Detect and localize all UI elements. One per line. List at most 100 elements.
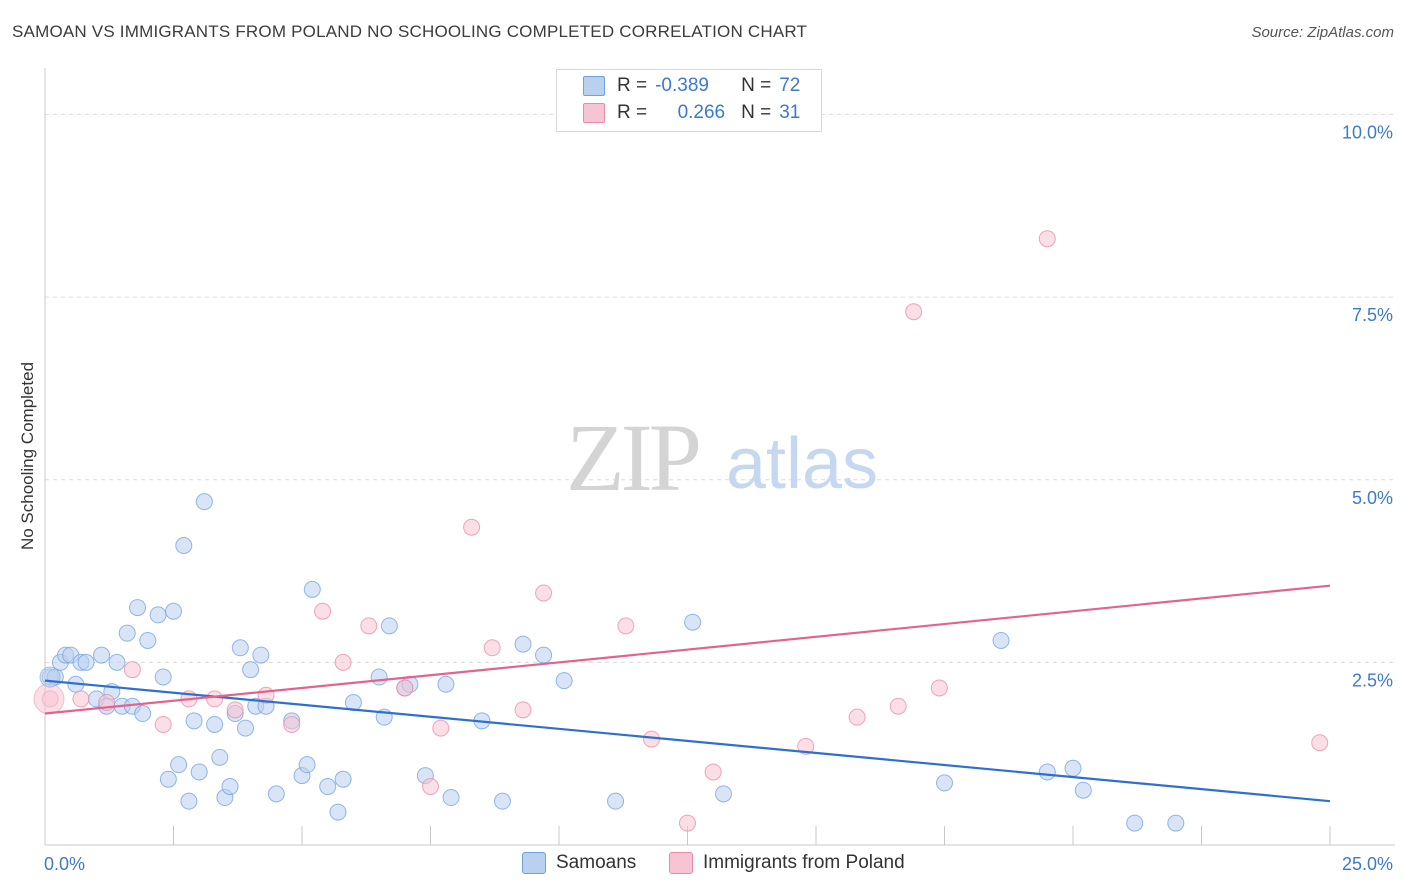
samoans-point: [165, 602, 182, 620]
samoans-point: [514, 635, 532, 653]
tick-labels: 2.5% 5.0% 7.5% 10.0% 0.0% 25.0%: [44, 123, 1393, 874]
samoans-point: [221, 778, 239, 796]
legend-item-samoans[interactable]: Samoans: [522, 852, 636, 874]
poland-trend-line: [44, 584, 1331, 715]
samoans-point: [175, 537, 193, 555]
samoans-point: [190, 763, 208, 781]
poland-point: [1038, 230, 1056, 248]
n-value: 31: [779, 102, 801, 123]
n-label: N =: [741, 75, 772, 96]
samoans-point: [252, 646, 270, 664]
poland-point: [283, 715, 301, 733]
samoans-point: [77, 653, 95, 671]
samoans-point: [170, 756, 188, 774]
x-tick-label: 0.0%: [44, 854, 85, 874]
samoans-point: [231, 639, 249, 657]
stats-legend: R = -0.389 N = 72 R = 0.266 N = 31: [556, 69, 822, 132]
samoans-point: [108, 653, 126, 671]
samoans-point: [1064, 759, 1082, 777]
samoans-point: [149, 606, 167, 624]
samoans-point: [535, 646, 553, 664]
samoans-point: [159, 770, 177, 788]
samoans-point: [180, 792, 198, 810]
legend-label-poland: Immigrants from Poland: [703, 852, 905, 873]
poland-point: [206, 690, 224, 708]
samoans-point: [442, 789, 460, 807]
poland-point: [930, 679, 948, 697]
stats-row-samoans: R = -0.389 N = 72: [583, 74, 800, 98]
samoans-point: [118, 624, 136, 642]
poland-point: [848, 708, 866, 726]
samoans-point: [607, 792, 625, 810]
samoans-point: [154, 668, 172, 686]
r-value: -0.389: [655, 75, 709, 96]
poland-swatch-icon: [583, 103, 605, 123]
poland-point: [535, 584, 553, 602]
axes: [44, 68, 1395, 846]
y-tick-label: 5.0%: [1352, 488, 1393, 508]
watermark: ZIP atlas: [566, 404, 878, 511]
poland-point: [360, 617, 378, 635]
poland-point: [154, 715, 172, 733]
samoans-point: [555, 672, 573, 690]
samoans-point: [185, 712, 203, 730]
poland-point: [889, 697, 907, 715]
samoans-point: [93, 646, 111, 664]
y-tick-label: 2.5%: [1352, 670, 1393, 690]
samoans-point: [380, 617, 398, 635]
samoans-point: [684, 613, 702, 631]
samoans-point: [319, 778, 337, 796]
samoans-point: [329, 803, 347, 821]
watermark-atlas: atlas: [726, 424, 878, 504]
samoans-point: [1038, 763, 1056, 781]
source-label: Source: ZipAtlas.com: [1251, 24, 1394, 41]
legend-item-poland[interactable]: Immigrants from Poland: [669, 852, 905, 874]
poland-point: [72, 690, 90, 708]
r-label: R =: [617, 102, 648, 123]
watermark-zip: ZIP: [566, 404, 699, 511]
samoans-point: [714, 785, 732, 803]
poland-point: [514, 701, 532, 719]
grid-lines: [45, 114, 1395, 663]
samoans-point: [493, 792, 511, 810]
poland-point: [432, 719, 450, 737]
poland-point: [797, 737, 815, 755]
samoans-point: [129, 599, 147, 617]
samoans-point: [206, 715, 224, 733]
n-label: N =: [741, 102, 772, 123]
r-label: R =: [617, 75, 648, 96]
samoans-point: [992, 631, 1010, 649]
x-tick-label: 25.0%: [1342, 854, 1393, 874]
samoans-point: [39, 666, 61, 688]
y-tick-label: 7.5%: [1352, 305, 1393, 325]
poland-point: [226, 701, 244, 719]
chart-title: SAMOAN VS IMMIGRANTS FROM POLAND NO SCHO…: [12, 22, 808, 41]
samoans-point: [267, 785, 285, 803]
poland-point: [334, 653, 352, 671]
samoans-point: [298, 756, 316, 774]
samoans-legend-icon: [522, 852, 546, 874]
poland-point: [422, 778, 439, 796]
samoans-point: [437, 675, 455, 693]
r-value: 0.266: [677, 102, 726, 123]
stats-row-poland: R = 0.266 N = 31: [583, 101, 800, 125]
poland-point: [463, 518, 481, 536]
poland-point: [33, 683, 65, 715]
samoans-point: [1126, 814, 1144, 832]
trend-lines: [44, 584, 1331, 803]
samoans-point: [1167, 814, 1185, 832]
legend-label-samoans: Samoans: [556, 852, 637, 873]
samoans-point: [936, 774, 953, 792]
poland-point: [396, 679, 414, 697]
samoans-point: [303, 580, 321, 598]
poland-point: [123, 661, 141, 679]
samoans-point: [139, 631, 157, 649]
poland-point: [1311, 734, 1329, 752]
samoans-point: [370, 668, 388, 686]
poland-point: [314, 602, 332, 620]
samoans-point: [195, 493, 213, 511]
poland-point: [905, 303, 923, 321]
poland-point: [483, 639, 501, 657]
samoans-point: [134, 705, 152, 723]
